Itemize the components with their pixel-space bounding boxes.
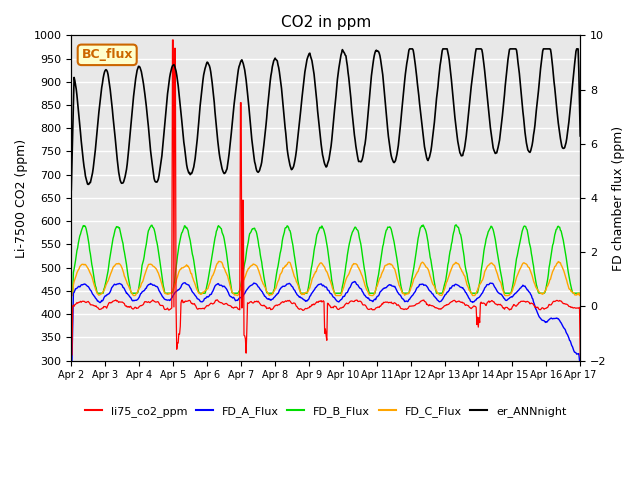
Title: CO2 in ppm: CO2 in ppm <box>280 15 371 30</box>
Y-axis label: Li-7500 CO2 (ppm): Li-7500 CO2 (ppm) <box>15 138 28 258</box>
Text: BC_flux: BC_flux <box>81 48 133 61</box>
Y-axis label: FD chamber flux (ppm): FD chamber flux (ppm) <box>612 125 625 271</box>
Legend: li75_co2_ppm, FD_A_Flux, FD_B_Flux, FD_C_Flux, er_ANNnight: li75_co2_ppm, FD_A_Flux, FD_B_Flux, FD_C… <box>81 402 571 422</box>
